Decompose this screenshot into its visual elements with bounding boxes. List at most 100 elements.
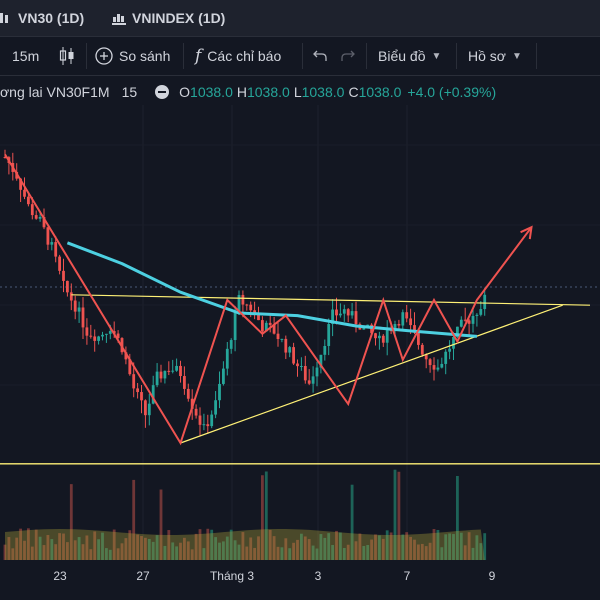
candle-body (194, 408, 198, 416)
candle-body (3, 157, 7, 158)
volume-bar (210, 529, 214, 560)
volume-bar (413, 539, 416, 560)
candle-body (335, 309, 338, 316)
volume-bar (42, 545, 46, 560)
redo-button[interactable] (340, 37, 356, 75)
zigzag-line (4, 153, 533, 446)
candle-body (475, 314, 479, 316)
candlestick-icon (59, 47, 74, 65)
volume-bar (140, 536, 143, 560)
x-tick-label: 9 (488, 569, 496, 583)
candle-body (467, 320, 471, 324)
volume-bar (393, 469, 397, 560)
volume-bar (245, 546, 249, 560)
volume-bar (424, 546, 428, 560)
volume-bar (401, 534, 405, 560)
chart-menu-button[interactable]: Biểu đồ ▼ (378, 37, 441, 75)
volume-bar (19, 528, 22, 560)
volume-bar (456, 475, 459, 560)
x-tick-label: Tháng 3 (209, 569, 255, 583)
volume-ma-area (5, 529, 485, 560)
chart-type-button[interactable] (58, 37, 76, 75)
volume-bar (479, 543, 483, 560)
candle-body (296, 363, 299, 367)
candle-body (323, 345, 327, 355)
compare-button[interactable]: So sánh (95, 37, 170, 75)
volume-bar (229, 529, 233, 560)
volume-bar (331, 544, 334, 560)
candle-body (229, 340, 233, 349)
candle-body (105, 333, 108, 335)
candle-body (471, 315, 475, 324)
volume-bar (448, 533, 451, 560)
candle-body (38, 217, 42, 219)
candle-body (81, 307, 85, 328)
volume-bar (151, 541, 155, 560)
volume-bar (385, 530, 389, 560)
volume-bar (319, 534, 323, 560)
candles (3, 149, 487, 437)
toolbar-divider (366, 43, 367, 69)
tab-vnindex[interactable]: VNINDEX (1D) (112, 0, 225, 36)
interval-button[interactable]: 15m (12, 37, 39, 75)
candle-body (69, 292, 73, 301)
candle-body (292, 347, 295, 364)
candle-body (261, 320, 264, 332)
volume-bars (3, 469, 487, 560)
undo-icon (313, 50, 327, 61)
toolbar-divider (86, 43, 87, 69)
candle-body (198, 415, 202, 425)
candle-body (85, 327, 89, 336)
volume-bar (163, 545, 167, 560)
volume-bar (97, 539, 100, 560)
candle-body (202, 424, 206, 426)
candle-body (151, 385, 155, 404)
volume-bar (194, 533, 198, 560)
volume-bar (452, 534, 455, 560)
candle-body (245, 304, 249, 306)
chart-toolbar: 15m So sánh f Các chỉ báo Biểu đồ (0, 37, 600, 76)
candle-body (405, 312, 409, 319)
volume-bar (405, 532, 409, 560)
volume-bar (463, 545, 467, 560)
volume-bar (420, 543, 424, 560)
volume-bar (171, 542, 175, 560)
candle-body (413, 325, 416, 333)
chevron-down-icon: ▼ (511, 50, 522, 62)
candle-body (307, 380, 311, 384)
volume-bar (440, 547, 444, 560)
tab-vn30[interactable]: VN30 (1D) (0, 0, 84, 36)
volume-bar (108, 549, 112, 560)
profile-menu-button[interactable]: Hồ sơ ▼ (468, 37, 522, 75)
candle-body (19, 178, 22, 190)
high-label: H (236, 84, 247, 100)
volume-bar (120, 543, 124, 560)
candle-body (288, 347, 292, 353)
volume-bar (159, 489, 163, 560)
candle-body (179, 365, 182, 377)
volume-bar (444, 534, 448, 560)
volume-bar (311, 545, 315, 560)
candle-body (144, 400, 147, 416)
candle-body (171, 370, 175, 372)
price-chart[interactable] (0, 105, 600, 565)
volume-bar (112, 529, 116, 560)
volume-bar (276, 546, 280, 560)
candles-icon (0, 13, 8, 23)
candle-body (241, 294, 245, 305)
candle-body (397, 323, 401, 326)
x-tick-label: 23 (53, 569, 67, 583)
volume-bar (241, 532, 245, 560)
header-bar: VN30 (1D) VNINDEX (1D) (0, 0, 600, 37)
candle-body (128, 359, 132, 375)
undo-button[interactable] (312, 37, 328, 75)
volume-bar (202, 548, 206, 560)
volume-bar (85, 535, 89, 560)
volume-bar (23, 540, 26, 560)
volume-bar (38, 536, 42, 560)
volume-bar (58, 533, 61, 560)
indicators-button[interactable]: f Các chỉ báo (195, 37, 281, 75)
collapse-icon[interactable] (155, 85, 170, 99)
volume-bar (116, 548, 120, 560)
candle-body (303, 365, 307, 381)
